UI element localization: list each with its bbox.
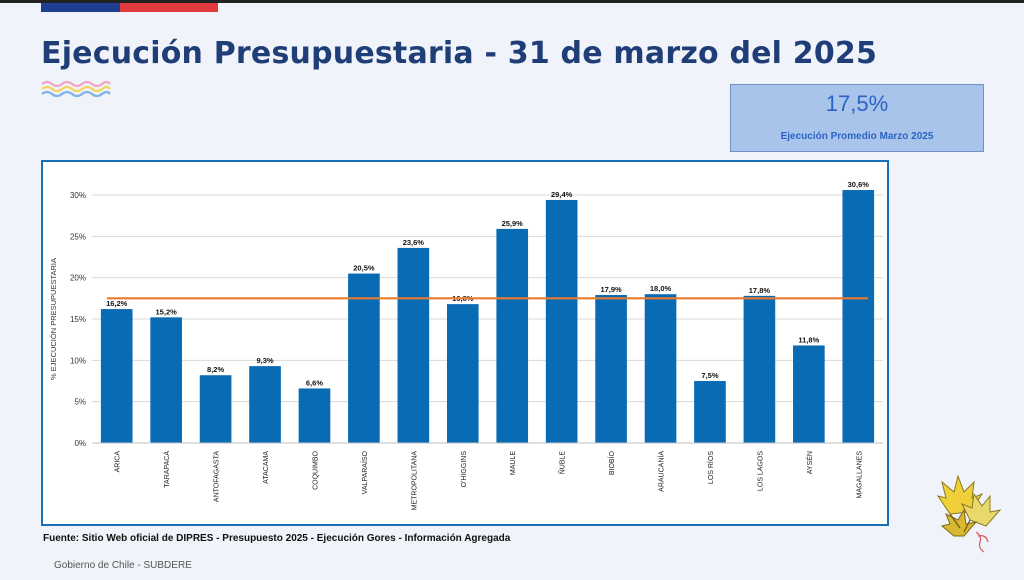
x-tick-label: AYSÉN — [805, 451, 814, 474]
chart-frame: 0% 5% 10% 15% 20% 25% 30% % EJECUCIÓN PRESUPUES… — [41, 160, 889, 526]
data-label: 9,3% — [256, 356, 273, 365]
x-tick-label: LOS LAGOS — [757, 451, 764, 491]
data-label: 16,2% — [106, 299, 128, 308]
data-label: 17,8% — [749, 286, 771, 295]
bar-atacama — [249, 366, 281, 443]
bar-los-lagos — [743, 295, 776, 443]
bar-arica — [100, 309, 133, 443]
bar-chart: 0% 5% 10% 15% 20% 25% 30% % EJECUCIÓN PRESUPUES… — [49, 180, 883, 511]
bar-araucan-a — [644, 294, 677, 443]
bar-biob-o — [595, 295, 627, 443]
bar-maule — [496, 228, 529, 443]
kpi-average-box: 17,5% Ejecución Promedio Marzo 2025 — [730, 84, 984, 152]
y-tick-label: 10% — [70, 356, 86, 365]
x-tick-label: ANTOFAGASTA — [214, 451, 221, 502]
kpi-label: Ejecución Promedio Marzo 2025 — [780, 131, 934, 142]
x-tick-label: TARAPACÁ — [162, 451, 171, 488]
data-label: 6,6% — [306, 378, 323, 387]
x-tick-label: VALPARAÍSO — [360, 450, 369, 494]
bar-metropolitana — [397, 247, 430, 443]
autumn-leaves-icon — [936, 474, 1002, 553]
x-tick-label: MAULE — [510, 451, 517, 475]
bar-antofagasta — [199, 375, 232, 443]
bar-magallanes — [842, 190, 875, 443]
y-tick-label: 5% — [74, 398, 86, 407]
bar-valpara-so — [348, 273, 380, 443]
bar-tarapac- — [150, 317, 182, 443]
y-tick-label: 15% — [70, 315, 86, 324]
x-tick-label: ARICA — [115, 451, 122, 473]
data-label: 25,9% — [502, 219, 524, 228]
flag-stripe-red — [120, 3, 218, 12]
data-label: 7,5% — [701, 371, 718, 380]
footer-text: Gobierno de Chile - SUBDERE — [54, 560, 192, 571]
source-note: Fuente: Sitio Web oficial de DIPRES - Pr… — [43, 533, 511, 544]
x-tick-label: O'HIGGINS — [461, 451, 468, 488]
data-label: 11,8% — [798, 335, 819, 344]
decorative-waves-icon — [41, 80, 111, 98]
data-label: 8,2% — [207, 365, 224, 374]
bar--uble — [545, 199, 578, 443]
top-border — [0, 0, 1024, 3]
bar-los-r-os — [694, 381, 726, 443]
x-tick-label: BIOBÍO — [607, 450, 616, 475]
x-tick-label: MAGALLANES — [856, 451, 863, 499]
bar-o-higgins — [446, 304, 479, 443]
bar-coquimbo — [298, 388, 331, 443]
y-axis-label: % EJECUCIÓN PRESUPUESTARIA — [49, 258, 58, 380]
x-tick-label: COQUIMBO — [312, 450, 319, 489]
bar-ays-n — [793, 345, 825, 443]
x-tick-label: LOS RÍOS — [706, 451, 715, 484]
x-tick-label: ARAUCANÍA — [657, 451, 666, 492]
flag-stripe-blue — [41, 3, 120, 12]
y-tick-label: 20% — [70, 274, 86, 283]
data-label: 23,6% — [403, 238, 425, 247]
data-label: 29,4% — [551, 190, 573, 199]
y-tick-label: 0% — [74, 439, 86, 448]
data-label: 18,0% — [650, 284, 672, 293]
data-label: 15,2% — [156, 307, 178, 316]
data-label: 17,9% — [600, 285, 622, 294]
y-tick-label: 25% — [70, 232, 86, 241]
x-tick-label: ÑUBLE — [558, 451, 567, 475]
x-tick-label: METROPOLITANA — [411, 451, 418, 511]
kpi-value: 17,5% — [825, 91, 889, 116]
data-label: 20,5% — [353, 264, 375, 273]
y-tick-label: 30% — [70, 191, 86, 200]
x-tick-label: ATACAMA — [263, 451, 270, 484]
page-title: Ejecución Presupuestaria - 31 de marzo d… — [41, 36, 878, 71]
data-label: 30,6% — [848, 180, 870, 189]
